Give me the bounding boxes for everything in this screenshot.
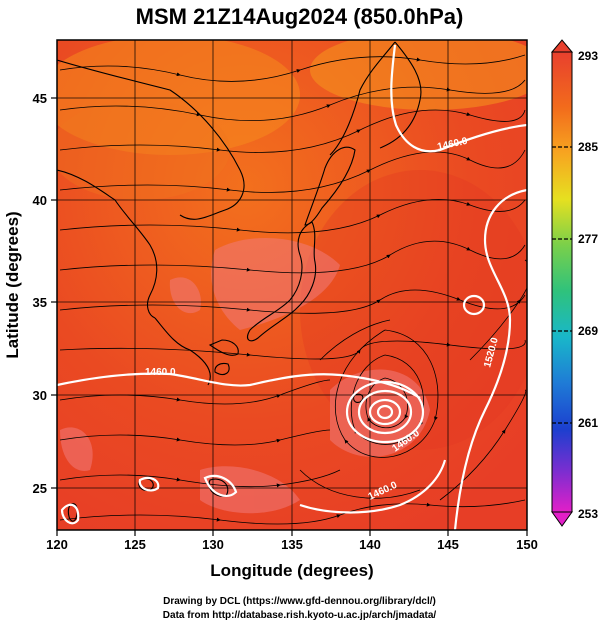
- x-tick-label: 145: [437, 537, 459, 552]
- colorbar-tick-label: 293: [578, 49, 598, 63]
- colorbar-tick-label: 277: [578, 232, 598, 246]
- contour-label: 1460.0: [145, 367, 176, 378]
- colorbar-top-triangle: [550, 39, 574, 53]
- map-title: MSM 21Z14Aug2024 (850.0hPa): [135, 4, 464, 29]
- wind-streamlines: [59, 54, 527, 525]
- y-tick-label: 25: [33, 481, 47, 496]
- tick-marks: [51, 97, 528, 536]
- y-tick-label: 40: [33, 193, 47, 208]
- x-axis-title: Longitude (degrees): [210, 561, 373, 580]
- x-tick-label: 150: [516, 537, 538, 552]
- colorbar-tick-label: 269: [578, 324, 598, 338]
- x-tick-label: 125: [124, 537, 146, 552]
- colorbar-tick-label: 261: [578, 416, 598, 430]
- colorbar-tick-label: 285: [578, 140, 598, 154]
- y-tick-label: 45: [33, 91, 47, 106]
- y-tick-label: 35: [33, 295, 47, 310]
- y-tick-label: 30: [33, 388, 47, 403]
- y-axis-title: Latitude (degrees): [3, 211, 22, 358]
- credit-line-data-source: Data from http://database.rish.kyoto-u.a…: [162, 610, 437, 621]
- colorbar-bottom-triangle: [551, 511, 573, 527]
- x-tick-label: 140: [359, 537, 381, 552]
- x-tick-label: 135: [281, 537, 303, 552]
- colorbar: 293 285 277 269 261 253: [550, 39, 598, 527]
- height-contours: [57, 44, 527, 530]
- x-tick-label: 130: [202, 537, 224, 552]
- x-tick-labels: 120 125 130 135 140 145 150: [46, 537, 538, 552]
- y-tick-labels: 25 30 35 40 45: [33, 91, 47, 496]
- colorbar-tick-label: 253: [578, 507, 598, 521]
- colorbar-bar: [551, 51, 573, 513]
- x-tick-label: 120: [46, 537, 68, 552]
- credit-line-dcl: Drawing by DCL (https://www.gfd-dennou.o…: [163, 596, 436, 607]
